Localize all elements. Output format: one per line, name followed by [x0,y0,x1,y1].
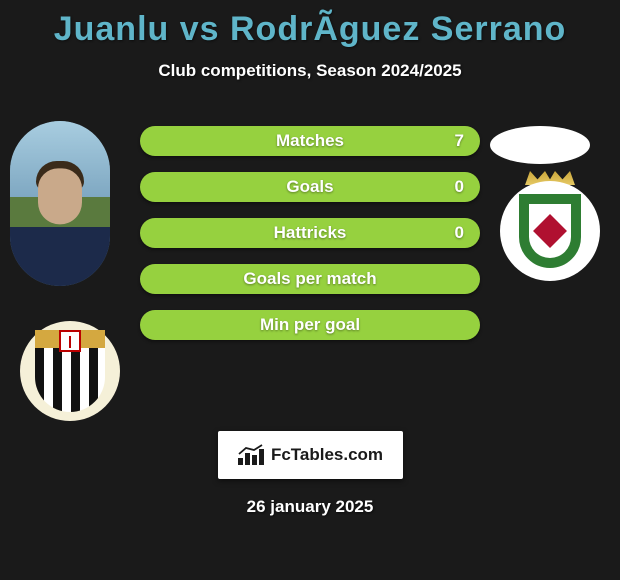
stat-row-hattricks: Hattricks 0 [140,218,480,248]
club-badge-right [500,181,600,281]
stat-label: Min per goal [260,315,360,335]
stat-label: Matches [276,131,344,151]
comparison-title: Juanlu vs RodrÃ­guez Serrano [0,10,620,49]
brand-text: FcTables.com [271,445,383,465]
brand-box: FcTables.com [218,431,403,479]
stat-value: 0 [455,177,464,197]
stat-rows: Matches 7 Goals 0 Hattricks 0 Goals per … [140,126,480,356]
footer: FcTables.com 26 january 2025 [0,431,620,517]
main-comparison-area: Matches 7 Goals 0 Hattricks 0 Goals per … [0,121,620,421]
stat-label: Hattricks [274,223,347,243]
photo-jersey [10,227,110,286]
stat-row-goals-per-match: Goals per match [140,264,480,294]
club-shield-right [519,194,581,268]
infographic-container: Juanlu vs RodrÃ­guez Serrano Club compet… [0,0,620,517]
stat-label: Goals [286,177,333,197]
stat-label: Goals per match [243,269,376,289]
stat-row-goals: Goals 0 [140,172,480,202]
stat-value: 0 [455,223,464,243]
stat-value: 7 [455,131,464,151]
date-text: 26 january 2025 [247,497,374,517]
player-photo-left [10,121,110,286]
stat-row-min-per-goal: Min per goal [140,310,480,340]
chart-icon [237,444,265,466]
photo-face [38,168,82,224]
player-photo-right-placeholder [490,126,590,164]
club-badge-left [20,321,120,421]
club-shield-left [35,330,105,412]
season-subtitle: Club competitions, Season 2024/2025 [0,61,620,81]
stat-row-matches: Matches 7 [140,126,480,156]
